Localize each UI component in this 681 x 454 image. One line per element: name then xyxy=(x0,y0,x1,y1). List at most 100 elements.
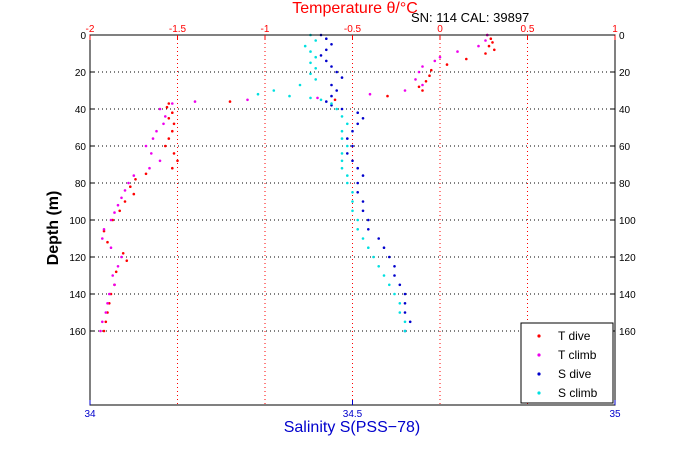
series-t-dive xyxy=(102,33,496,333)
data-point xyxy=(102,229,106,233)
data-point xyxy=(123,189,127,192)
data-point xyxy=(132,192,136,196)
data-point xyxy=(424,80,428,83)
data-point xyxy=(118,209,121,213)
data-point xyxy=(335,107,339,111)
y-tick-label-left: 100 xyxy=(69,216,86,227)
data-point xyxy=(176,159,179,163)
data-point xyxy=(101,237,104,240)
data-point xyxy=(393,274,396,277)
data-point xyxy=(330,43,333,46)
data-point xyxy=(403,302,407,305)
data-point xyxy=(113,283,116,287)
data-point xyxy=(465,57,468,61)
data-point xyxy=(493,48,496,52)
data-point xyxy=(272,89,276,92)
y-tick-label-right: 160 xyxy=(619,327,636,338)
data-point xyxy=(102,329,106,333)
data-point xyxy=(403,320,407,324)
data-point xyxy=(108,292,111,296)
y-tick-label-left: 120 xyxy=(69,253,86,264)
y-tick-label-left: 60 xyxy=(75,142,87,153)
y-tick-label-right: 120 xyxy=(619,253,636,264)
legend-box xyxy=(520,322,614,404)
data-point xyxy=(372,255,375,259)
data-point xyxy=(346,137,349,140)
data-point xyxy=(456,50,459,53)
data-point xyxy=(335,89,339,92)
data-point xyxy=(171,102,174,105)
data-point xyxy=(164,115,167,118)
data-point xyxy=(393,265,396,268)
data-point xyxy=(120,196,123,200)
data-point xyxy=(340,159,344,163)
data-point xyxy=(309,61,312,65)
data-point xyxy=(356,228,360,231)
data-point xyxy=(428,74,431,77)
data-point xyxy=(150,152,153,155)
y-tick-label-right: 140 xyxy=(619,290,636,301)
data-point xyxy=(340,137,344,140)
data-point xyxy=(101,320,104,324)
data-point xyxy=(430,68,433,72)
top-tick-label: -2 xyxy=(86,24,95,35)
top-tick-label: -1 xyxy=(261,24,270,35)
data-point xyxy=(106,240,109,244)
y-tick-label-right: 100 xyxy=(619,216,636,227)
data-point xyxy=(228,100,232,103)
data-point xyxy=(106,302,109,305)
bottom-tick-label: 34 xyxy=(84,409,96,420)
data-point xyxy=(367,218,370,222)
data-point xyxy=(351,144,354,148)
data-point xyxy=(246,98,249,102)
data-point xyxy=(108,302,111,305)
data-point xyxy=(172,152,176,155)
data-point xyxy=(382,246,386,249)
data-point xyxy=(414,78,417,81)
data-point xyxy=(367,246,370,249)
legend-marker xyxy=(537,353,541,357)
data-point xyxy=(438,55,442,59)
data-point xyxy=(171,111,174,114)
data-point xyxy=(116,265,120,268)
legend-label: S dive xyxy=(558,367,592,381)
data-point xyxy=(340,107,344,111)
data-point xyxy=(104,311,108,314)
top-tick-label: -1.5 xyxy=(169,24,187,35)
data-point xyxy=(164,144,167,148)
data-point xyxy=(162,122,165,126)
data-point xyxy=(340,129,344,133)
data-point xyxy=(351,209,354,213)
bottom-tick-label: 34.5 xyxy=(343,409,363,420)
data-point xyxy=(109,218,113,222)
data-point xyxy=(346,174,349,177)
data-point xyxy=(132,174,136,177)
data-point xyxy=(151,137,155,140)
data-point xyxy=(361,209,365,213)
data-point xyxy=(356,111,360,114)
data-point xyxy=(172,122,176,126)
series-s-climb xyxy=(256,33,407,333)
data-point xyxy=(314,67,318,70)
top-tick-label: -0.5 xyxy=(344,24,362,35)
data-point xyxy=(309,50,312,53)
data-point xyxy=(309,96,312,100)
y-tick-label-right: 40 xyxy=(619,105,631,116)
legend: T dive T climb S dive S climb xyxy=(520,322,614,404)
y-tick-label-left: 140 xyxy=(69,290,86,301)
data-point xyxy=(489,37,493,40)
data-point xyxy=(316,96,319,100)
data-point xyxy=(382,274,386,277)
data-point xyxy=(386,94,389,98)
data-point xyxy=(111,274,114,277)
data-point xyxy=(325,37,328,40)
data-point xyxy=(319,98,323,102)
data-point xyxy=(127,181,130,185)
bottom-tick-label: 35 xyxy=(609,409,621,420)
data-point xyxy=(325,48,328,52)
y-tick-label-left: 160 xyxy=(69,327,86,338)
data-point xyxy=(403,89,407,92)
y-tick-label-right: 80 xyxy=(619,179,631,190)
data-point xyxy=(393,292,396,296)
